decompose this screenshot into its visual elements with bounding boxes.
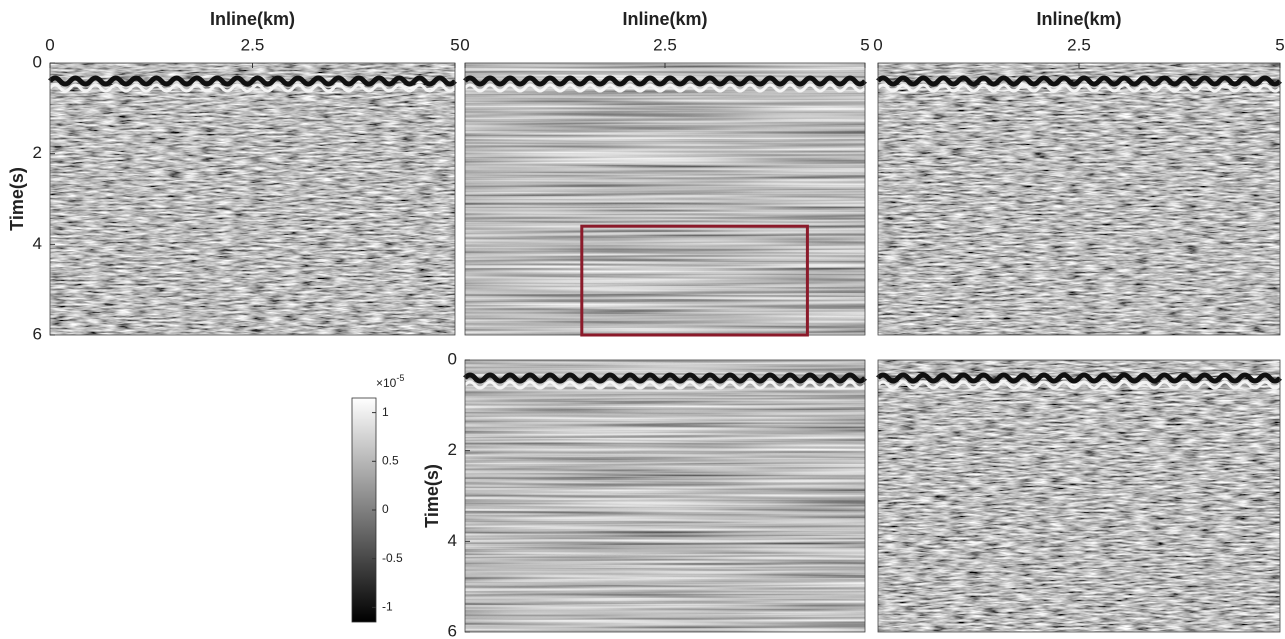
shallow-reflection: [463, 380, 867, 390]
shallow-reflection: [876, 75, 1282, 87]
colorbar-scale-exponent: -5: [396, 373, 404, 383]
y-tick-label: 4: [448, 531, 457, 550]
shallow-reflection: [48, 75, 457, 87]
seismic-image: [465, 63, 865, 335]
colorbar-tick-label: 0: [382, 502, 389, 516]
y-axis-label: Time(s): [7, 167, 27, 231]
seismic-image: [878, 63, 1280, 335]
x-axis-label: Inline(km): [210, 9, 295, 29]
shallow-reflection: [463, 372, 867, 384]
y-tick-label: 0: [448, 349, 457, 368]
highlight-box: [580, 224, 809, 337]
x-axis-label: Inline(km): [622, 9, 707, 29]
x-axis-label: Inline(km): [1036, 9, 1121, 29]
y-tick-label: 2: [448, 440, 457, 459]
colorbar-tick-label: 1: [382, 405, 389, 419]
x-tick-label: 5: [450, 35, 459, 54]
x-tick-label: 2.5: [241, 35, 265, 54]
x-tick-label: 0: [873, 35, 882, 54]
y-tick-label: 6: [33, 324, 42, 343]
seismic-image: [50, 63, 455, 335]
x-tick-label: 2.5: [653, 35, 677, 54]
x-tick-label: 5: [860, 35, 869, 54]
panel-border: [464, 359, 866, 633]
colorbar-tick-label: -0.5: [382, 551, 403, 565]
panel-border: [877, 359, 1281, 633]
y-tick-label: 6: [448, 621, 457, 639]
x-tick-label: 0: [45, 35, 54, 54]
y-axis-label: Time(s): [422, 464, 442, 528]
colorbar-scale-base: ×10: [376, 376, 397, 390]
shallow-reflection: [48, 83, 457, 93]
shallow-reflection: [876, 83, 1282, 93]
colorbar-scale: ×10-5: [376, 373, 404, 390]
seismic-image: [465, 360, 865, 632]
x-tick-label: 5: [1275, 35, 1284, 54]
colorbar-tick-label: -1: [382, 600, 393, 614]
shallow-reflection: [463, 75, 867, 87]
y-tick-label: 2: [33, 143, 42, 162]
colorbar-tick-label: 0.5: [382, 453, 399, 467]
x-tick-label: 0: [460, 35, 469, 54]
shallow-reflection: [876, 372, 1282, 384]
y-tick-label: 4: [33, 234, 42, 253]
seismic-image: [878, 360, 1280, 632]
shallow-reflection: [463, 83, 867, 93]
x-tick-label: 2.5: [1067, 35, 1091, 54]
shallow-reflection: [876, 380, 1282, 390]
y-tick-label: 0: [33, 52, 42, 71]
